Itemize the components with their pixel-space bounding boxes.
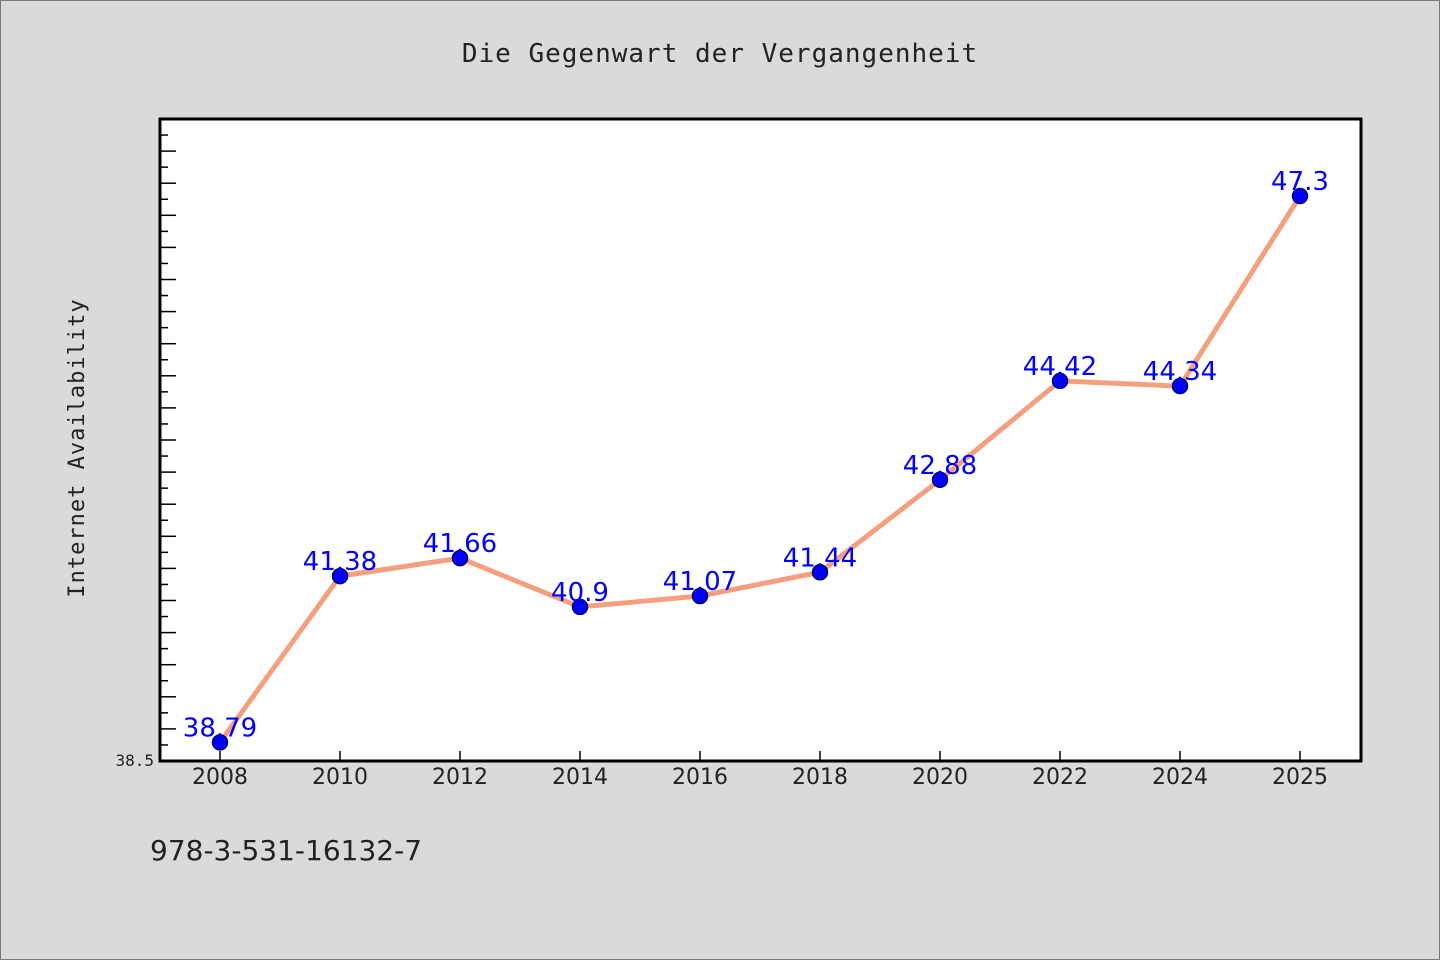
x-tick-label: 2022 bbox=[1032, 765, 1088, 790]
data-label: 44.42 bbox=[1023, 352, 1097, 382]
data-labels: 38.79 41.38 41.66 40.9 41.07 41.44 42.88 44.42 4… bbox=[183, 167, 1329, 743]
x-tick-label: 2008 bbox=[192, 765, 248, 790]
x-tick-label: 2010 bbox=[312, 765, 368, 790]
series-line-group bbox=[217, 193, 1303, 745]
x-tick-label: 2018 bbox=[792, 765, 848, 790]
x-tick-label: 2025 bbox=[1272, 765, 1328, 790]
data-label: 40.9 bbox=[551, 578, 609, 608]
data-label: 42.88 bbox=[903, 451, 977, 481]
data-point bbox=[691, 587, 709, 605]
y-axis-ticks: 38.5 bbox=[115, 134, 176, 770]
data-point bbox=[211, 734, 229, 751]
data-point bbox=[931, 471, 949, 489]
chart-title: Die Gegenwart der Vergangenheit bbox=[462, 39, 978, 69]
data-point bbox=[451, 549, 469, 567]
x-tick-label: 2020 bbox=[912, 765, 968, 790]
y-axis-label: Internet Availability bbox=[65, 298, 90, 597]
y-tick-label: 38.5 bbox=[115, 751, 154, 770]
data-label: 41.07 bbox=[663, 567, 737, 597]
x-axis-ticks: 2008 2010 2012 2014 2016 2018 2020 2022 2024 2025 bbox=[192, 751, 1328, 790]
data-point bbox=[571, 598, 589, 616]
data-label: 44.34 bbox=[1143, 357, 1217, 387]
x-tick-label: 2024 bbox=[1152, 765, 1208, 790]
data-markers bbox=[211, 187, 1309, 751]
series-line bbox=[217, 193, 1303, 745]
data-label: 41.44 bbox=[783, 543, 857, 573]
data-point bbox=[1051, 372, 1069, 390]
plot-area bbox=[158, 117, 1363, 763]
data-point bbox=[1291, 187, 1309, 205]
isbn-footer-note: 978-3-531-16132-7 bbox=[150, 834, 423, 867]
x-tick-label: 2016 bbox=[672, 765, 728, 790]
data-label: 38.79 bbox=[183, 713, 257, 743]
x-tick-label: 2014 bbox=[552, 765, 608, 790]
data-point bbox=[1171, 377, 1189, 395]
data-label: 47.3 bbox=[1271, 167, 1329, 197]
data-point bbox=[811, 564, 829, 581]
data-point bbox=[331, 567, 349, 585]
data-label: 41.66 bbox=[423, 529, 497, 559]
x-tick-label: 2012 bbox=[432, 765, 488, 790]
data-label: 41.38 bbox=[303, 547, 377, 577]
